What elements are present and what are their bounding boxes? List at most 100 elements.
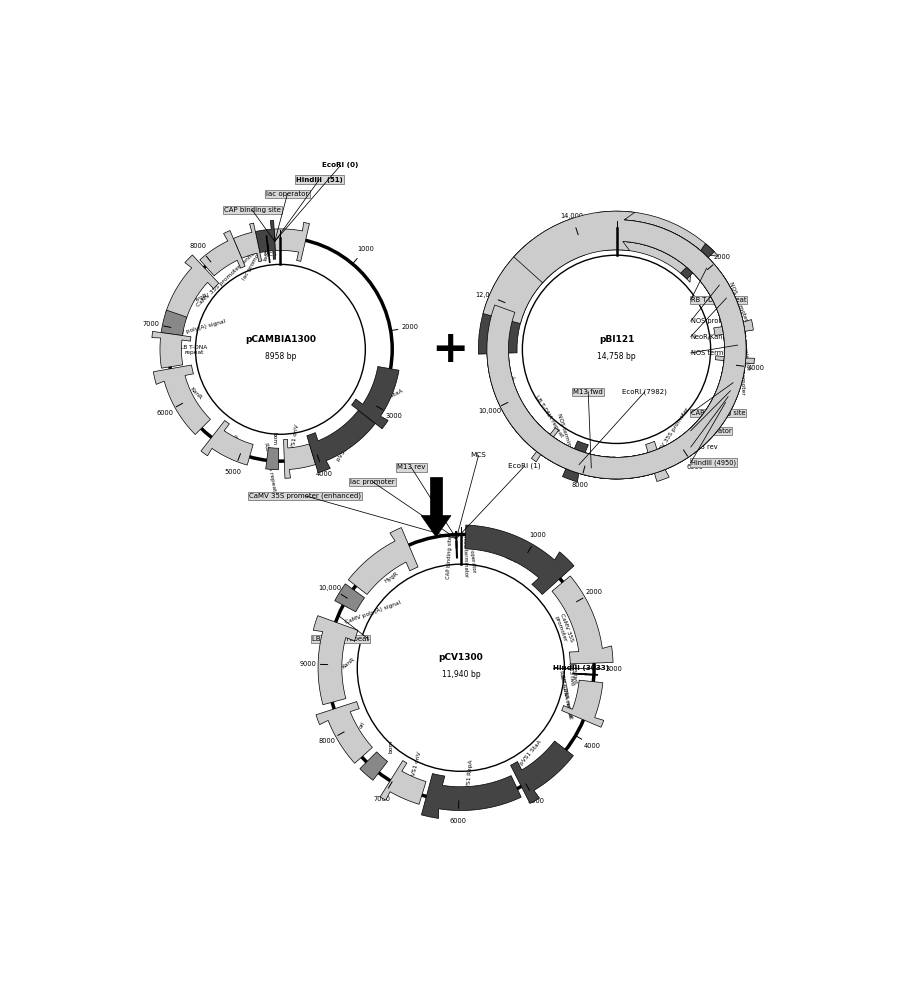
Text: 4000: 4000 [748, 365, 764, 371]
Polygon shape [496, 228, 738, 470]
Text: 10,000: 10,000 [478, 408, 501, 414]
Text: MCS: MCS [470, 452, 487, 458]
Polygon shape [152, 331, 191, 368]
Text: 6000: 6000 [450, 818, 467, 824]
Text: NOS terminator: NOS terminator [461, 536, 468, 577]
Text: 8000: 8000 [318, 738, 335, 744]
Text: oriV: oriV [575, 242, 588, 252]
Text: CaMV poly(A) signal: CaMV poly(A) signal [344, 600, 402, 625]
Text: NOS terminator: NOS terminator [740, 324, 750, 370]
Text: NOS promoter
NeoR/KanR: NOS promoter NeoR/KanR [723, 281, 749, 324]
Text: M13 fwd: M13 fwd [567, 662, 574, 685]
Text: RB T-DNA repeat: RB T-DNA repeat [559, 670, 573, 720]
Text: KanR: KanR [341, 656, 356, 669]
Polygon shape [487, 211, 746, 479]
Polygon shape [422, 774, 521, 818]
Text: 6000: 6000 [686, 464, 703, 470]
Text: pVS1 oriV: pVS1 oriV [410, 751, 423, 780]
Text: HindIII (3033): HindIII (3033) [553, 665, 609, 671]
Polygon shape [316, 702, 373, 763]
Text: HygR: HygR [383, 571, 400, 584]
Text: bom: bom [272, 432, 277, 446]
Polygon shape [562, 441, 655, 482]
Polygon shape [153, 365, 211, 434]
Text: 3000: 3000 [385, 413, 403, 419]
Text: IS1: IS1 [519, 288, 529, 299]
Text: lacZa: lacZa [263, 244, 273, 261]
Text: LB T-DNA repeat: LB T-DNA repeat [311, 636, 369, 642]
Text: KanR: KanR [189, 386, 203, 401]
Polygon shape [352, 367, 399, 429]
Text: LB T-DNA repeat: LB T-DNA repeat [534, 395, 564, 438]
Text: oriT: oriT [619, 221, 630, 226]
Text: RB T-DNA repeat: RB T-DNA repeat [263, 443, 277, 492]
Text: 7000: 7000 [373, 796, 391, 802]
Polygon shape [169, 238, 393, 461]
Text: trfA: trfA [509, 375, 518, 387]
Text: 9000: 9000 [299, 661, 316, 667]
Text: lac operator: lac operator [267, 191, 309, 197]
Text: CAP binding site: CAP binding site [224, 207, 280, 213]
Text: 8000: 8000 [572, 482, 588, 488]
Text: HindIII  (51): HindIII (51) [296, 177, 342, 183]
Polygon shape [705, 275, 753, 335]
Text: NeoR/KanR: NeoR/KanR [691, 334, 728, 340]
Text: lac operator: lac operator [691, 428, 731, 434]
Text: pVS1 StaA: pVS1 StaA [519, 739, 542, 766]
Text: 5000: 5000 [527, 798, 544, 804]
Text: CaMV 35S promoter: CaMV 35S promoter [654, 406, 690, 459]
Text: bom: bom [389, 740, 394, 753]
Text: lac operator: lac operator [468, 541, 477, 573]
Text: GUS: GUS [504, 555, 518, 565]
Polygon shape [483, 218, 746, 479]
Text: lac promoter: lac promoter [739, 357, 745, 395]
Text: M13 rev: M13 rev [691, 444, 718, 450]
Text: M13 fwd: M13 fwd [573, 389, 603, 395]
Polygon shape [645, 419, 716, 482]
Text: pVS1 StaA: pVS1 StaA [373, 389, 404, 406]
Polygon shape [201, 421, 253, 465]
Text: 1000: 1000 [530, 532, 546, 538]
Text: NOS terminator: NOS terminator [691, 350, 743, 356]
Text: 6000: 6000 [157, 410, 173, 416]
Polygon shape [465, 525, 574, 594]
Text: pBI121: pBI121 [599, 335, 635, 344]
Text: +: + [431, 328, 468, 371]
Polygon shape [328, 534, 594, 801]
Text: 3000: 3000 [605, 666, 623, 672]
Polygon shape [514, 416, 550, 451]
Polygon shape [360, 752, 387, 780]
Polygon shape [721, 368, 744, 381]
Text: NOS terminator: NOS terminator [556, 413, 575, 458]
Polygon shape [349, 528, 418, 594]
Text: M13 rev: M13 rev [397, 464, 425, 470]
Polygon shape [561, 680, 603, 727]
Polygon shape [307, 410, 375, 473]
Text: CaMV 35S
promoter: CaMV 35S promoter [553, 612, 573, 644]
Text: 14,758 bp: 14,758 bp [597, 352, 635, 361]
Text: CaMV 35S promoter (enhanced): CaMV 35S promoter (enhanced) [249, 493, 362, 499]
Polygon shape [531, 428, 574, 469]
Text: CaMV poly(A) signal: CaMV poly(A) signal [168, 319, 226, 339]
Text: M13 fwd: M13 fwd [570, 660, 577, 683]
Text: CAP binding site: CAP binding site [446, 535, 453, 579]
Text: 12,000: 12,000 [475, 292, 498, 298]
Text: 14,000: 14,000 [561, 213, 583, 219]
Text: traJ: traJ [606, 221, 616, 226]
Text: 1000: 1000 [357, 246, 373, 252]
Text: 10,000: 10,000 [319, 585, 341, 591]
Text: lac promoter: lac promoter [242, 246, 265, 281]
Text: lac promoter: lac promoter [350, 479, 394, 485]
Polygon shape [510, 741, 573, 803]
Polygon shape [421, 516, 451, 537]
Polygon shape [284, 439, 316, 478]
Polygon shape [234, 223, 262, 262]
Text: EcoRI (0): EcoRI (0) [322, 162, 359, 168]
Polygon shape [200, 231, 245, 276]
Polygon shape [478, 220, 746, 479]
Text: TetR: TetR [664, 250, 677, 261]
Polygon shape [716, 331, 754, 364]
Polygon shape [166, 255, 219, 319]
Text: EcoRI (7982): EcoRI (7982) [623, 389, 667, 395]
Polygon shape [430, 477, 443, 516]
